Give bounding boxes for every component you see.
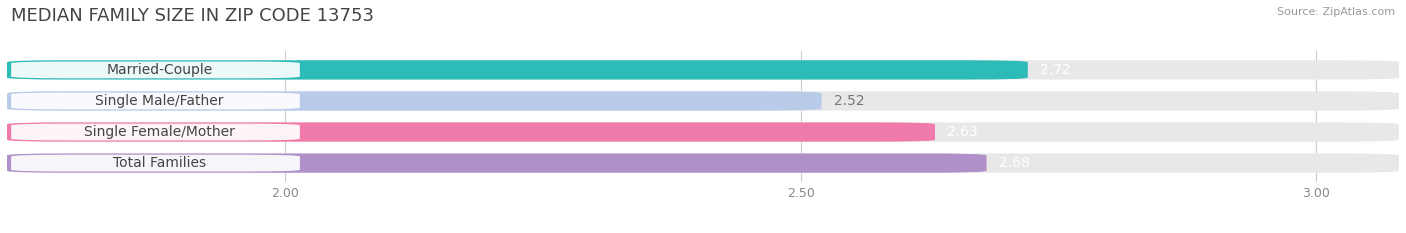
Text: Single Male/Father: Single Male/Father [96,94,224,108]
FancyBboxPatch shape [7,122,1399,142]
Text: 2.52: 2.52 [834,94,865,108]
Text: 2.63: 2.63 [948,125,979,139]
FancyBboxPatch shape [11,155,299,171]
Text: MEDIAN FAMILY SIZE IN ZIP CODE 13753: MEDIAN FAMILY SIZE IN ZIP CODE 13753 [11,7,374,25]
FancyBboxPatch shape [11,93,299,109]
FancyBboxPatch shape [7,122,935,142]
Text: Source: ZipAtlas.com: Source: ZipAtlas.com [1277,7,1395,17]
FancyBboxPatch shape [7,91,1399,111]
Text: 2.68: 2.68 [998,156,1029,170]
FancyBboxPatch shape [7,60,1028,79]
FancyBboxPatch shape [7,60,1399,79]
FancyBboxPatch shape [7,91,821,111]
Text: 2.72: 2.72 [1040,63,1071,77]
Text: Married-Couple: Married-Couple [107,63,212,77]
Text: Single Female/Mother: Single Female/Mother [84,125,235,139]
FancyBboxPatch shape [11,124,299,140]
Text: Total Families: Total Families [112,156,207,170]
FancyBboxPatch shape [7,154,987,173]
FancyBboxPatch shape [7,154,1399,173]
FancyBboxPatch shape [11,62,299,78]
